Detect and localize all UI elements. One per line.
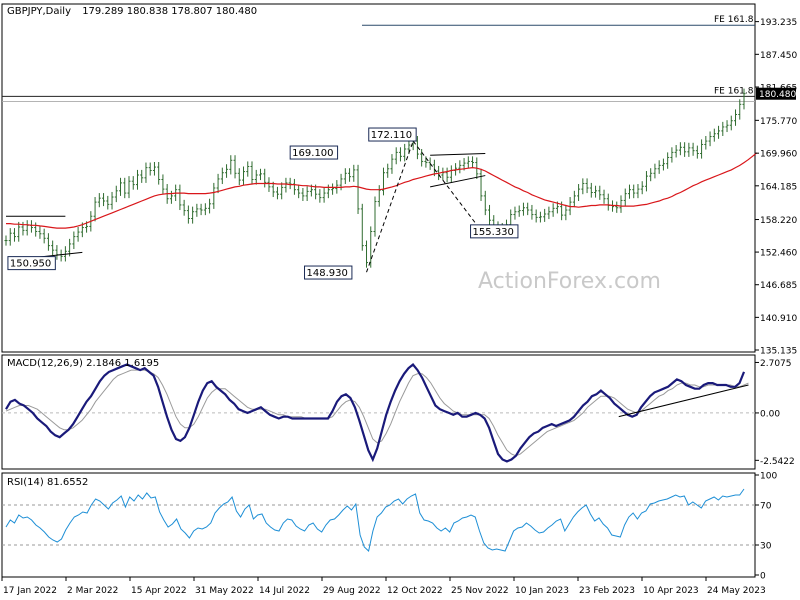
fib-label: FE 161.8 [714,15,754,25]
rsi-y-axis: 100 70 30 0 [755,472,777,582]
price-y-tick-label: 146.685 [760,281,797,291]
x-tick-label: 24 May 2023 [707,586,766,596]
x-tick-label: 29 Aug 2022 [323,586,381,596]
macd-title: MACD(12,26,9) 2.1846 1.6195 [7,358,159,369]
x-tick-label: 31 May 2022 [195,586,254,596]
rsi-y-tick-label: 30 [760,542,772,552]
macd-y-tick-label: -2.5422 [760,457,795,467]
price-y-tick-label: 164.185 [760,182,797,192]
macd-support-line [618,384,749,418]
rsi-y-tick-label: 70 [760,502,772,512]
price-y-tick-label: 152.460 [760,249,797,259]
x-tick-label: 2 Mar 2022 [67,586,118,596]
price-label-box [304,265,353,280]
fib-label: FE 161.8 [714,86,754,96]
macd-signal-line [5,369,749,457]
macd-line [5,362,746,463]
price-label-box [368,127,417,142]
price-y-tick-label: 158.220 [760,216,797,226]
symbol-title: GBPJPY,Daily [7,6,71,17]
price-label: 155.330 [473,227,514,238]
x-tick-label: 10 Apr 2023 [643,586,699,596]
x-tick-label: 12 Oct 2022 [387,586,443,596]
price-label-box [470,224,519,239]
price-label: 172.110 [371,130,412,141]
fib-extension-lines: FE 161.8 FE 161.8 [2,15,755,102]
price-y-tick-label: 169.960 [760,150,797,160]
trend-lines [6,140,486,273]
wave-line [366,140,414,273]
price-y-tick-label: 193.235 [760,18,797,28]
macd-y-tick-label: 2.7075 [760,359,792,369]
last-price-marker [756,87,796,100]
macd-y-tick-label: 0.00 [760,409,780,419]
x-tick-label: 17 Jan 2022 [3,586,57,596]
rsi-y-tick-label: 0 [760,572,766,582]
x-tick-label: 10 Jan 2023 [515,586,569,596]
price-y-tick-label: 140.910 [760,314,797,324]
last-price-label: 180.480 [759,90,796,100]
price-bars [4,88,746,268]
price-y-tick-label: 135.135 [760,347,797,357]
price-label: 148.930 [307,268,348,279]
price-label-box [289,145,339,160]
channel-top-line [430,153,486,156]
price-label: 150.950 [10,259,51,270]
rsi-panel-frame [1,472,756,578]
price-label: 169.100 [292,148,333,159]
channel-bottom-line [430,175,486,188]
macd-y-axis: 2.7075 0.00 -2.5422 [755,359,795,467]
macd-panel-frame [1,354,756,470]
price-label-box [7,256,56,271]
price-chart-title: GBPJPY,Daily 179.289 180.838 178.807 180… [7,6,257,17]
price-labels: 150.950 148.930 169.100 172.110 155.330 [7,127,519,280]
price-y-axis: 193.235187.450181.665175.770169.960164.1… [755,18,797,357]
x-axis: 17 Jan 2022 2 Mar 2022 15 Apr 2022 31 May 2… [1,577,766,596]
x-tick-label: 14 Jul 2022 [259,586,310,596]
macd-trend-line [618,384,749,418]
rsi-line [5,488,745,552]
wave-line [412,140,486,237]
x-tick-label: 23 Feb 2023 [579,586,635,596]
price-y-tick-label: 187.450 [760,51,797,61]
x-tick-label: 15 Apr 2022 [131,586,187,596]
rsi-y-tick-label: 100 [760,472,777,482]
price-panel-frame [1,3,756,353]
price-y-tick-label: 175.770 [760,117,797,127]
watermark: ActionForex.com [478,269,661,294]
ohlc-readout: 179.289 180.838 178.807 180.480 [82,6,257,17]
moving-average-line [6,152,758,229]
x-tick-label: 25 Nov 2022 [451,586,509,596]
rsi-title: RSI(14) 81.6552 [7,477,88,488]
